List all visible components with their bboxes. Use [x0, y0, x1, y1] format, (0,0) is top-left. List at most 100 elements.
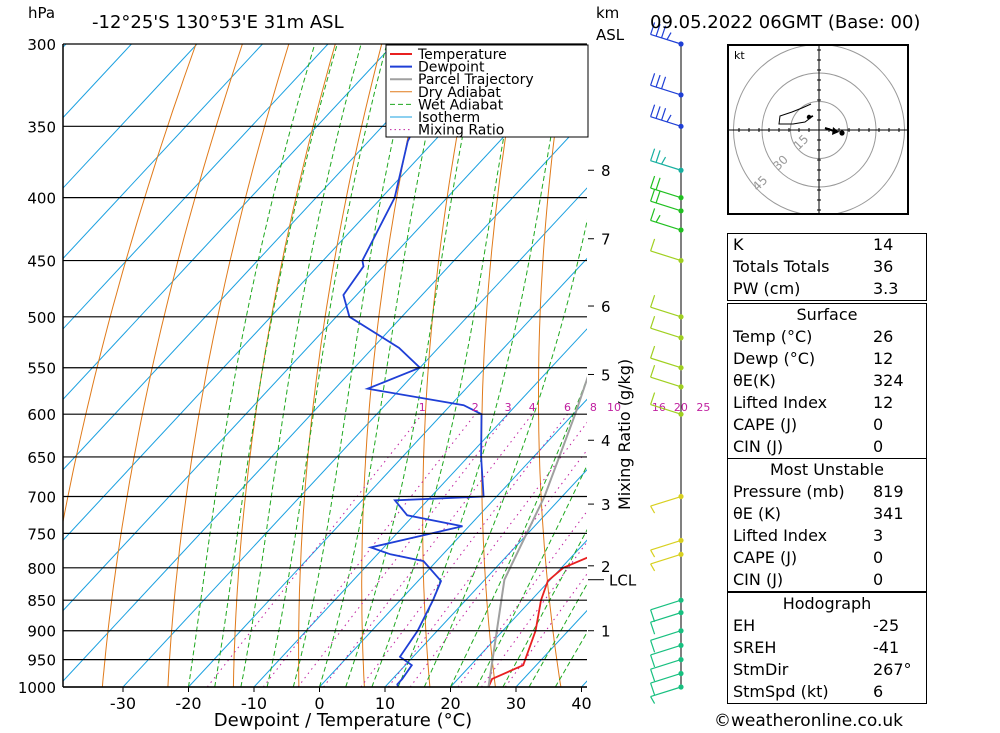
pressure-tick-label: 950: [27, 652, 56, 670]
wind-level-dot: [678, 257, 684, 264]
wind-barb-feather: [655, 190, 661, 204]
wind-barb-feather: [650, 189, 656, 202]
x-tick-label: 0: [314, 694, 324, 713]
wind-barb-feather: [650, 696, 656, 704]
wind-barb-staff: [650, 659, 682, 670]
pressure-tick-label: 1000: [18, 679, 56, 697]
wind-level-dot: [678, 551, 684, 557]
dry-adiabat-line: [167, 44, 290, 687]
wet-adiabat-line: [214, 44, 338, 687]
wind-barb-feather: [660, 25, 667, 39]
wind-barb: [650, 295, 682, 318]
hodograph-label: SREH: [733, 638, 777, 657]
wind-barb-staff: [650, 327, 682, 339]
wind-barb-feather: [650, 345, 656, 359]
km-label: km: [596, 4, 620, 22]
legend-box: [385, 44, 589, 138]
surface-label: Lifted Index: [733, 393, 828, 412]
wind-barb-feather: [650, 505, 656, 514]
wind-barb-staff: [650, 404, 682, 415]
hodograph-row: StmDir 267°: [728, 659, 926, 681]
legend-entry: Temperature: [417, 47, 507, 63]
height-tick-label: 5: [601, 366, 611, 384]
wind-level-dot: [678, 610, 684, 616]
wind-level-dot: [678, 597, 684, 603]
most-unstable-row: θE (K) 341: [728, 503, 926, 525]
surface-label: θE(K): [733, 371, 776, 390]
pressure-tick-label: 300: [27, 36, 56, 54]
wind-barb-feather: [650, 148, 656, 161]
hodograph-ring-label: 15: [791, 132, 812, 153]
copyright-text: ©weatheronline.co.uk: [714, 711, 904, 731]
index-value: 36: [873, 257, 894, 276]
wind-barb-feather: [650, 22, 656, 35]
dewpoint-profile: [342, 44, 485, 687]
dry-adiabat-line: [232, 44, 336, 687]
most-unstable-row: CIN (J) 0: [728, 569, 926, 591]
dry-adiabat-line: [985, 44, 1000, 687]
surface-row: Lifted Index 12: [728, 392, 926, 414]
mixing-ratio-label: 4: [529, 401, 536, 414]
wind-barb-feather: [655, 23, 661, 37]
surface-row: θE(K) 324: [728, 370, 926, 392]
hodograph-label: StmDir: [733, 660, 789, 679]
surface-label: CIN (J): [733, 437, 784, 456]
pressure-tick-label: 650: [27, 449, 56, 467]
wind-barb-staff: [650, 187, 682, 199]
wind-barb-staff: [650, 495, 682, 507]
wind-barb-feather: [650, 669, 656, 682]
temperature-profile: [487, 556, 587, 687]
wind-barb-feather: [650, 175, 656, 189]
wind-barb-staff: [650, 160, 682, 171]
hodograph-value: -41: [873, 638, 900, 657]
pressure-tick-label: 750: [27, 525, 56, 543]
storm-motion-arrowhead: [832, 127, 839, 135]
index-row: K 14: [728, 234, 926, 256]
location-title: -12°25'S 130°53'E 31m ASL: [92, 12, 344, 33]
x-tick-label: 10: [375, 694, 395, 713]
wind-barb-staff: [650, 376, 682, 388]
pressure-tick-label: 600: [27, 406, 56, 424]
most-unstable-label: Lifted Index: [733, 526, 828, 545]
index-value: 14: [873, 235, 894, 254]
height-tick-label: 6: [601, 298, 611, 316]
hodograph-label: EH: [733, 616, 756, 635]
wind-barb: [650, 644, 682, 668]
wind-barb: [650, 315, 682, 339]
mixing-ratio-line: [262, 413, 476, 687]
most-unstable-value: 0: [873, 548, 884, 567]
mixing-ratio-axis-title: Mixing Ratio (g/kg): [615, 359, 634, 510]
surface-row: CIN (J) 0: [728, 436, 926, 458]
wet-adiabat-line: [476, 464, 587, 687]
wind-barb-staff: [650, 612, 682, 623]
mixing-ratio-line: [206, 413, 423, 687]
most-unstable-value: 819: [873, 482, 904, 501]
hodograph-value: 267°: [873, 660, 912, 679]
isotherm-line: [63, 44, 525, 541]
wind-barb-feather: [650, 640, 656, 653]
wind-barb: [650, 539, 682, 558]
wind-barb-feather: [655, 177, 661, 190]
isotherm-line: [63, 44, 132, 119]
surface-label: Temp (°C): [733, 327, 813, 346]
index-row: PW (cm) 3.3: [728, 278, 926, 300]
wind-level-dot: [678, 628, 684, 634]
isotherm-line: [188, 257, 587, 687]
wind-barb-feather: [650, 563, 656, 572]
mixing-ratio-line: [504, 573, 587, 687]
wind-barb-staff: [650, 686, 682, 698]
isotherm-line: [63, 116, 587, 682]
wind-level-dot: [678, 642, 684, 648]
hodograph-row: SREH -41: [728, 637, 926, 659]
surface-value: 0: [873, 415, 884, 434]
index-row: Totals Totals 36: [728, 256, 926, 278]
wind-barb-feather: [655, 106, 661, 119]
wind-barb-feather: [650, 208, 656, 221]
most-unstable-table: Most Unstable Pressure (mb) 819 θE (K) 341 L…: [727, 458, 927, 592]
wind-barb-feather: [650, 549, 656, 558]
legend-entry: Isotherm: [418, 110, 480, 126]
mixing-ratio-label: 8: [590, 401, 597, 414]
wind-barb-feather: [660, 76, 667, 89]
dry-adiabat-line: [939, 44, 1000, 687]
most-unstable-value: 3: [873, 526, 884, 545]
